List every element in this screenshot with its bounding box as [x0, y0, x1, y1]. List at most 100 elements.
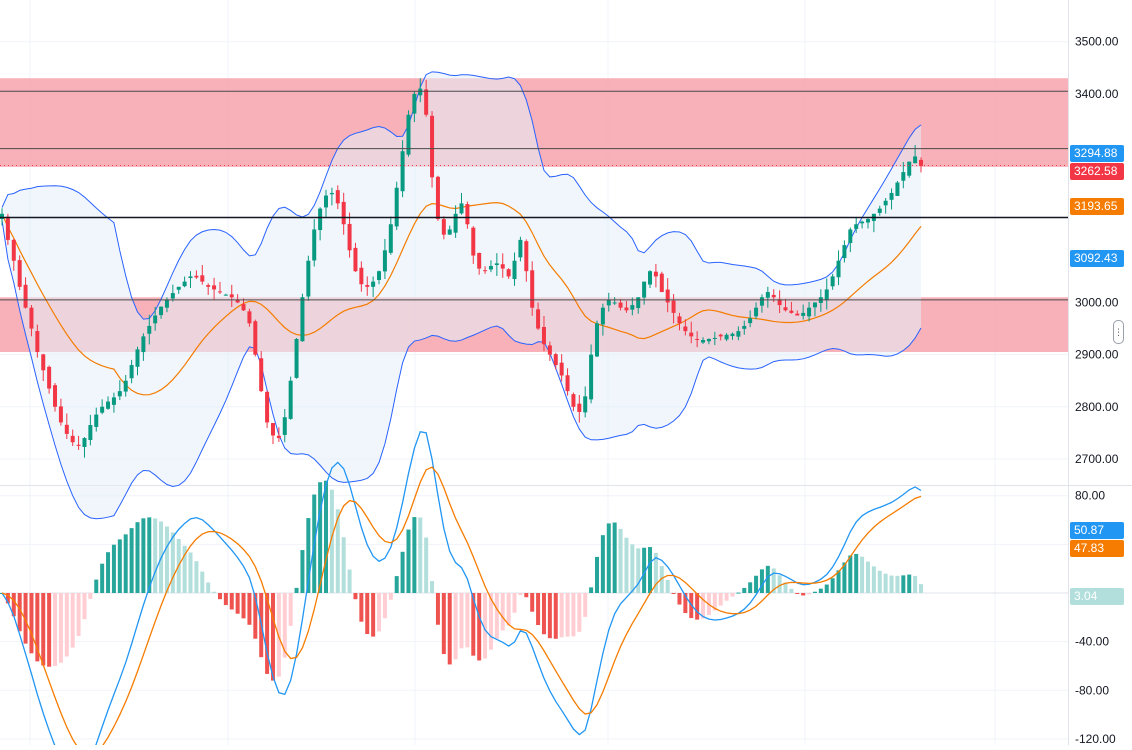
macd-histogram-bar: [365, 593, 370, 635]
candle-body: [895, 182, 900, 196]
candle-body: [182, 281, 187, 287]
macd-histogram-bar: [17, 593, 22, 632]
macd-histogram-bar: [241, 593, 246, 619]
candle-body: [606, 299, 611, 306]
candle-body: [170, 293, 175, 299]
macd-histogram-bar: [483, 593, 488, 659]
macd-histogram-bar: [294, 587, 299, 594]
price-tag-text: 3193.65: [1074, 199, 1118, 213]
macd-histogram-bar: [377, 593, 382, 632]
candle-body: [865, 219, 870, 223]
candle-body: [789, 310, 794, 313]
candle-body: [418, 88, 423, 96]
macd-histogram-bar: [789, 588, 794, 594]
macd-histogram-bar: [447, 593, 452, 665]
macd-histogram-bar: [347, 569, 352, 594]
macd-histogram-bar: [724, 593, 729, 601]
candle-body: [206, 285, 211, 287]
candle-body: [577, 403, 582, 412]
macd-histogram-bar: [812, 591, 817, 594]
candle-body: [807, 307, 812, 317]
candle-body: [594, 323, 599, 357]
candle-body: [347, 223, 352, 251]
candle-body: [265, 391, 270, 423]
macd-histogram-bar: [300, 550, 305, 594]
candles-layer[interactable]: [0, 78, 923, 458]
candle-body: [23, 284, 28, 308]
macd-histogram-bar: [547, 593, 552, 639]
candle-body: [783, 307, 788, 311]
candle-body: [17, 260, 22, 287]
price-tag-text: 3092.43: [1074, 251, 1118, 265]
macd-histogram-bar: [117, 539, 122, 594]
candle-body: [153, 315, 158, 324]
candle-body: [217, 291, 222, 293]
macd-histogram-bar: [477, 593, 482, 661]
candle-body: [424, 89, 429, 115]
macd-tick-label: 80.00: [1075, 489, 1105, 503]
macd-tick-label: -120.00: [1075, 732, 1116, 745]
candle-body: [730, 333, 735, 337]
candle-body: [624, 307, 629, 311]
candle-body: [270, 423, 275, 436]
macd-histogram-bar: [353, 593, 358, 600]
candle-body: [377, 271, 382, 280]
macd-tag-bg: [1070, 522, 1124, 539]
candle-body: [907, 161, 912, 176]
candle-body: [223, 294, 228, 296]
scale-handle-icon[interactable]: ⋮: [1113, 320, 1124, 344]
candle-body: [465, 204, 470, 225]
macd-histogram-bar: [500, 593, 505, 631]
candle-body: [736, 331, 741, 337]
candle-body: [194, 275, 199, 278]
macd-histogram-bar: [188, 552, 193, 594]
macd-layer: [0, 431, 1068, 750]
candle-body: [571, 394, 576, 407]
macd-histogram-bar: [559, 593, 564, 638]
candle-body: [324, 195, 329, 208]
candle-body: [524, 241, 529, 272]
candle-body: [759, 297, 764, 306]
candle-body: [483, 270, 488, 272]
candle-body: [341, 201, 346, 225]
macd-histogram-bar: [665, 579, 670, 594]
candle-body: [35, 331, 40, 353]
candle-body: [459, 203, 464, 214]
macd-histogram-bar: [459, 593, 464, 649]
macd-histogram-bar: [712, 593, 717, 611]
macd-histogram-bar: [583, 593, 588, 617]
macd-histogram-bar: [730, 593, 735, 597]
macd-histogram-bar: [677, 593, 682, 605]
candle-body: [518, 239, 523, 258]
price-tick-label: 3000.00: [1075, 295, 1119, 309]
macd-histogram-bar: [229, 593, 234, 610]
macd-histogram-bar: [612, 522, 617, 594]
price-tick-label: 3400.00: [1075, 87, 1119, 101]
candle-body: [335, 190, 340, 204]
macd-histogram-bar: [889, 575, 894, 594]
macd-histogram-bar: [64, 593, 69, 657]
candle-body: [365, 285, 370, 287]
price-tag-bg: [1070, 250, 1124, 267]
macd-histogram-bar: [329, 489, 334, 594]
macd-tick-label: -80.00: [1075, 683, 1109, 697]
bollinger-lower-line: [1, 220, 922, 520]
candle-body: [706, 338, 711, 342]
candle-body: [677, 316, 682, 324]
macd-histogram-bar: [589, 587, 594, 594]
price-tick-label: 2800.00: [1075, 400, 1119, 414]
macd-histogram-bar: [371, 593, 376, 637]
candle-body: [117, 391, 122, 397]
candle-body: [848, 229, 853, 243]
macd-histogram-bar: [736, 592, 741, 594]
macd-histogram-bar: [111, 544, 116, 594]
macd-histogram-bar: [217, 593, 222, 600]
candle-body: [212, 285, 217, 290]
horizontal-lines-layer[interactable]: [0, 90, 1068, 301]
macd-histogram-bar: [453, 593, 458, 660]
macd-histogram-bar: [412, 517, 417, 594]
candle-body: [801, 312, 806, 316]
candle-body: [836, 260, 841, 278]
